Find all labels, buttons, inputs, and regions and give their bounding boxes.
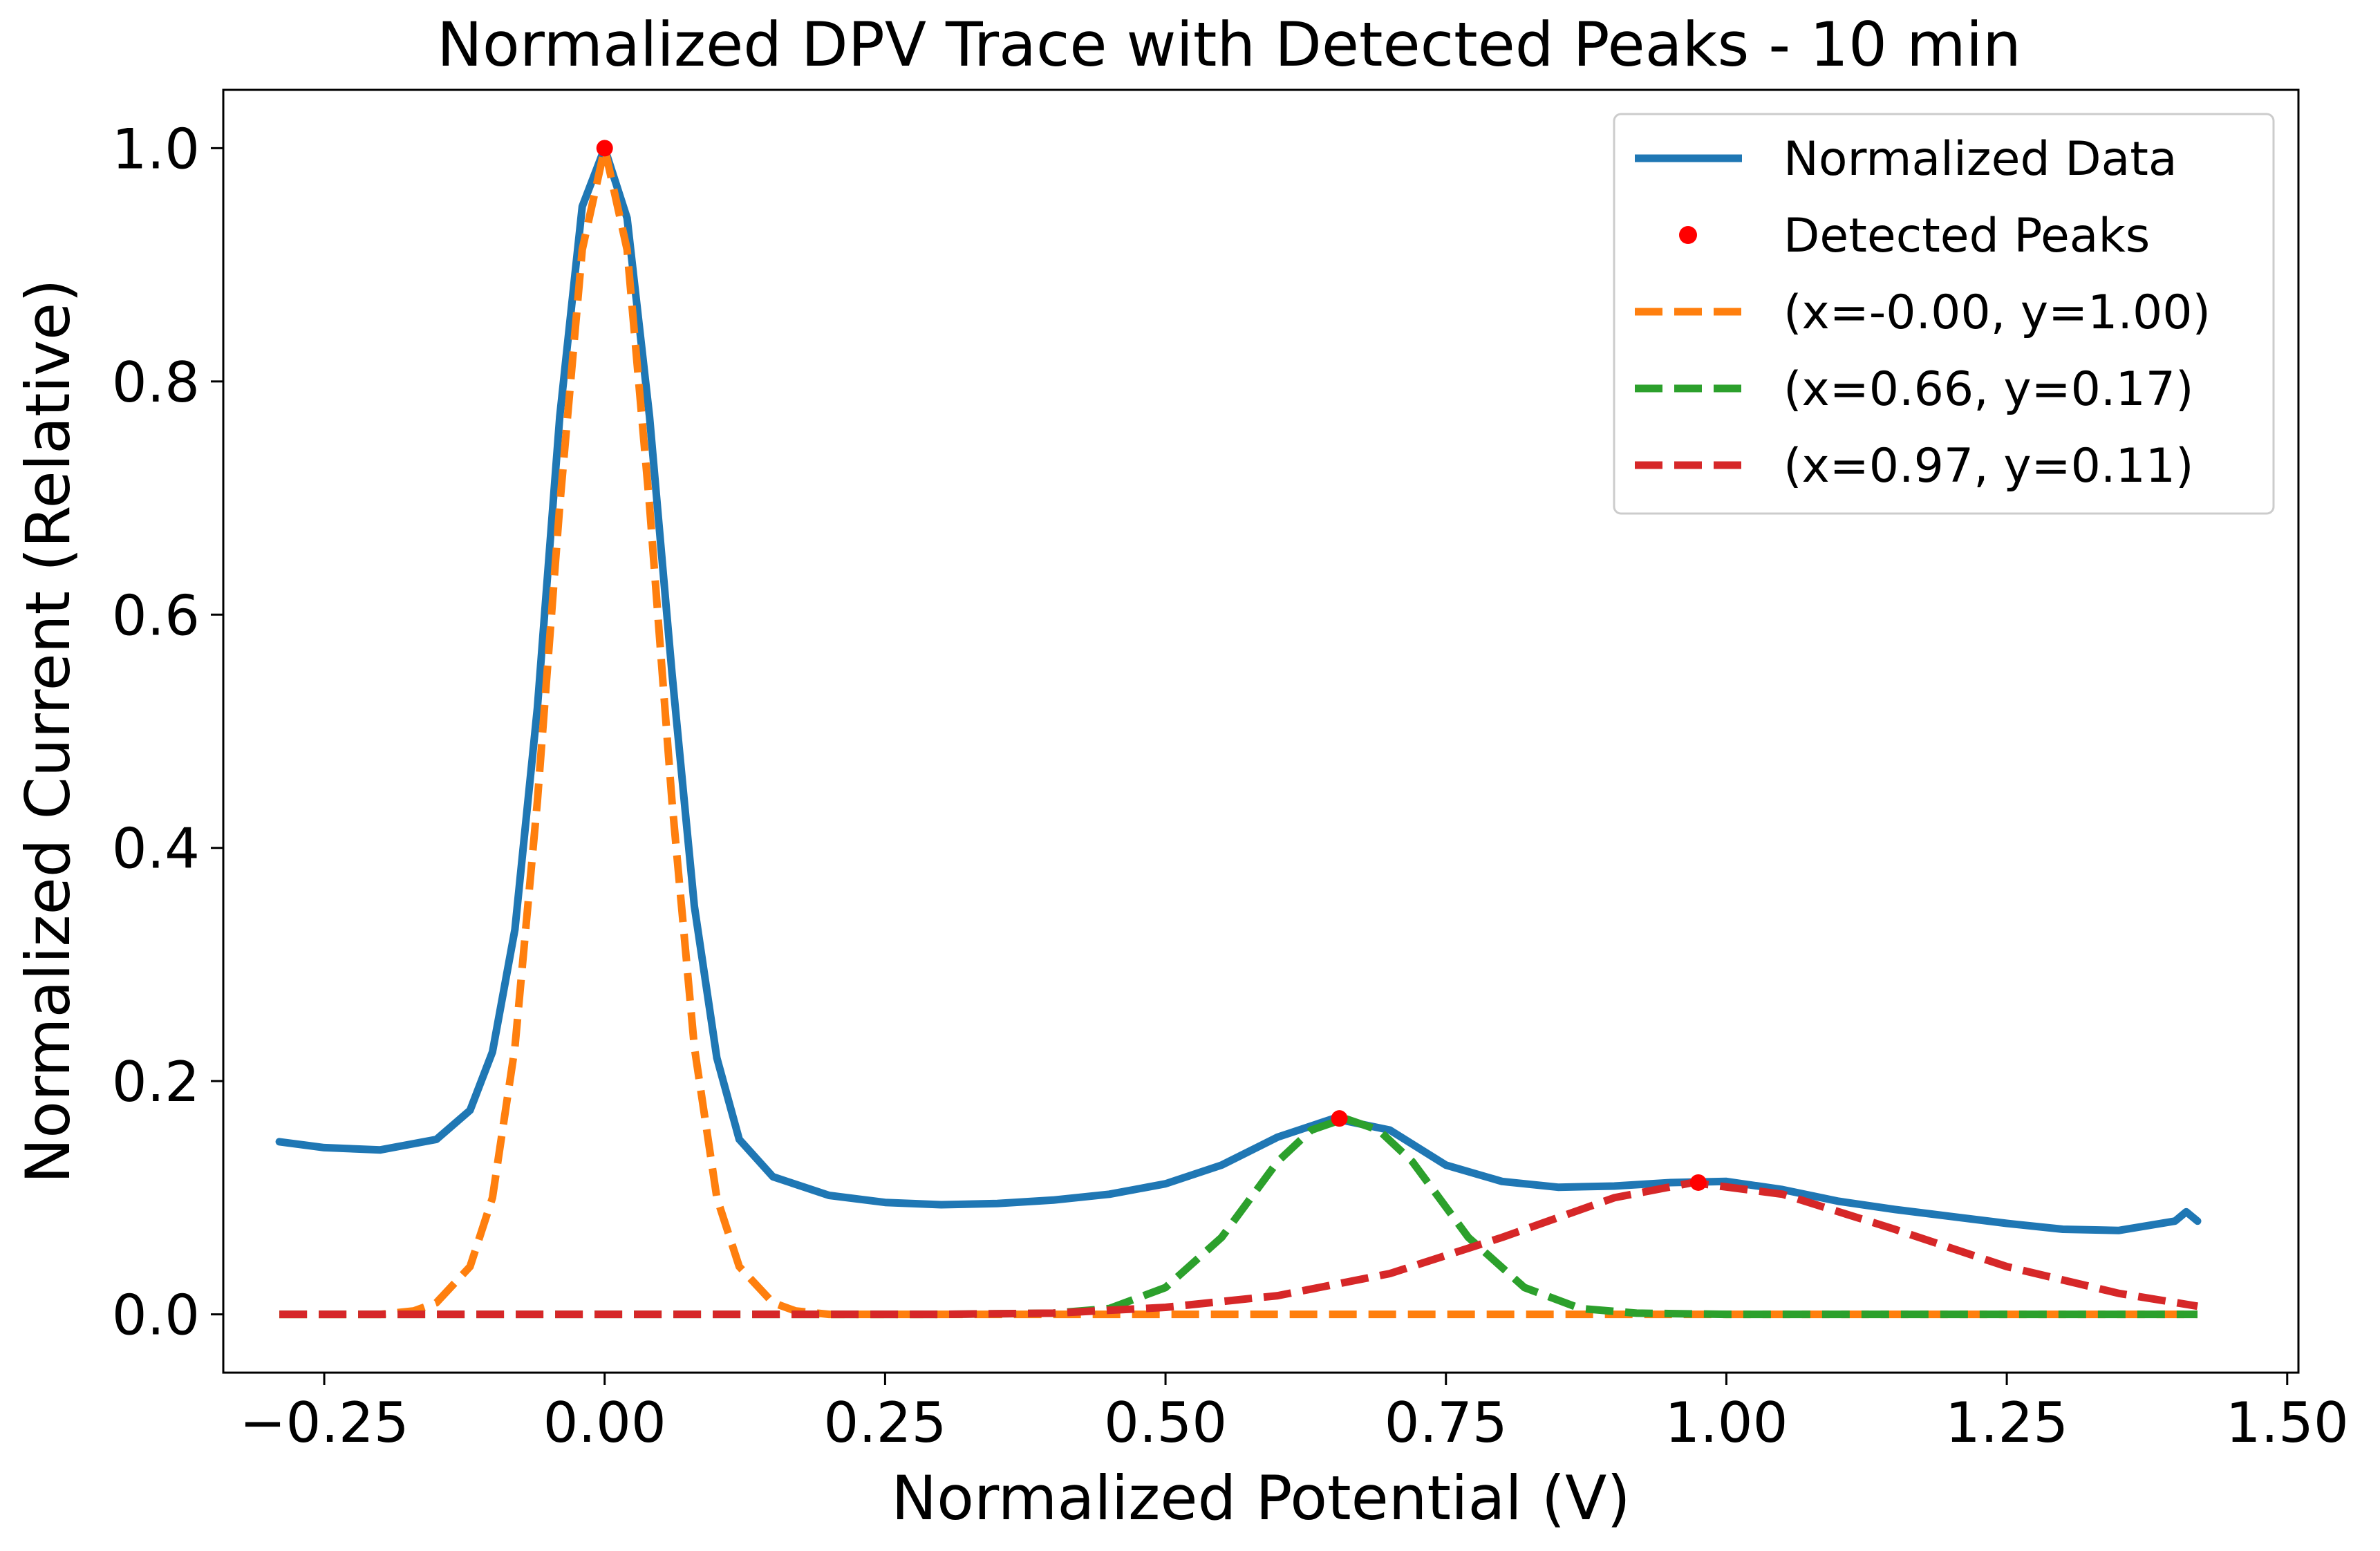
y-tick-label: 0.8 xyxy=(112,350,200,415)
x-axis-label: Normalized Potential (V) xyxy=(891,1463,1630,1534)
legend-swatch xyxy=(1679,226,1697,244)
series-line-normalized-data xyxy=(275,144,2202,1234)
x-tick-label: 1.25 xyxy=(1945,1391,2068,1455)
detected-peak-point xyxy=(596,140,613,157)
y-axis-label: Normalized Current (Relative) xyxy=(12,279,84,1183)
y-tick-label: 0.2 xyxy=(112,1050,200,1114)
x-tick-label: −0.25 xyxy=(239,1391,409,1455)
legend: Normalized Data Detected Peaks (x=-0.00, y… xyxy=(1613,113,2275,515)
x-tick-label: 0.00 xyxy=(543,1391,666,1455)
y-tick-label: 0.6 xyxy=(112,583,200,648)
series-line-fit-3 xyxy=(279,1178,2198,1319)
y-tick-label: 1.0 xyxy=(112,117,200,181)
legend-label: (x=0.97, y=0.11) xyxy=(1783,439,2194,494)
legend-item-x-0-66-y-0-17: (x=0.66, y=0.17) xyxy=(1635,362,2194,417)
detected-peak-point xyxy=(1689,1174,1707,1191)
legend-label: (x=0.66, y=0.17) xyxy=(1783,362,2194,417)
chart-title: Normalized DPV Trace with Detected Peaks… xyxy=(437,9,2021,80)
legend-box xyxy=(1613,113,2275,515)
legend-item-detected-peaks: Detected Peaks xyxy=(1679,209,2150,263)
series-line-fit-1 xyxy=(279,144,2198,1319)
legend-item-x-0-97-y-0-11: (x=0.97, y=0.11) xyxy=(1635,439,2194,494)
legend-item-normalized-data: Normalized Data xyxy=(1635,132,2177,187)
legend-item-x-0-00-y-1-00: (x=-0.00, y=1.00) xyxy=(1635,285,2211,340)
y-tick-label: 0.4 xyxy=(112,817,200,881)
x-tick-label: 1.00 xyxy=(1665,1391,1788,1455)
axes-frame xyxy=(222,88,2300,1374)
legend-label: (x=-0.00, y=1.00) xyxy=(1783,285,2211,340)
legend-label: Detected Peaks xyxy=(1783,209,2150,263)
x-tick-label: 0.25 xyxy=(823,1391,946,1455)
x-tick-label: 0.50 xyxy=(1104,1391,1227,1455)
plot-area xyxy=(275,140,2202,1319)
x-tick-label: 1.50 xyxy=(2226,1391,2349,1455)
x-tick-label: 0.75 xyxy=(1385,1391,1508,1455)
axis-ticks: −0.25 0.00 0.25 0.50 0.75 1.00 1.25 1.50 0.0 0.2 0… xyxy=(112,117,2349,1455)
detected-peak-point xyxy=(1331,1110,1348,1127)
legend-label: Normalized Data xyxy=(1783,132,2177,187)
y-tick-label: 0.0 xyxy=(112,1284,200,1348)
